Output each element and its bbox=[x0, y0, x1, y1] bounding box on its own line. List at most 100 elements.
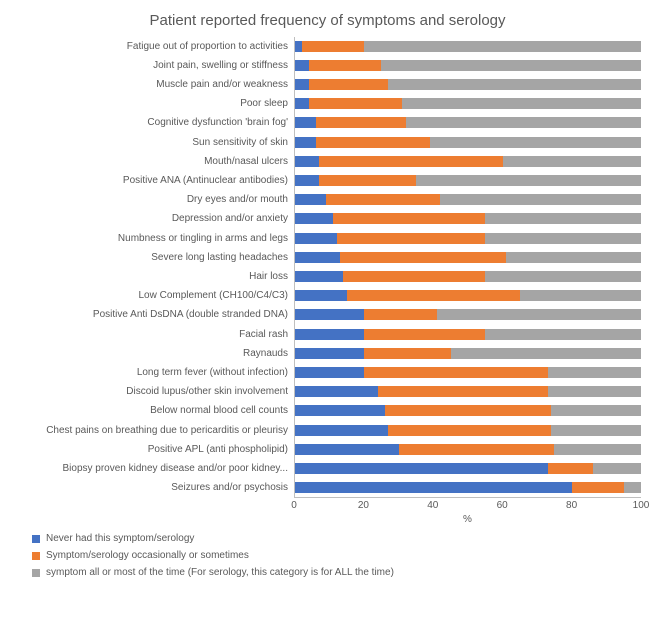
x-tick-label: 80 bbox=[566, 500, 577, 511]
bar-track bbox=[295, 271, 641, 282]
bar-segment-sometimes bbox=[340, 252, 506, 263]
bar-segment-sometimes bbox=[309, 60, 382, 71]
bar-segment-sometimes bbox=[302, 41, 364, 52]
bar-row bbox=[295, 133, 641, 151]
bar-track bbox=[295, 348, 641, 359]
bar-track bbox=[295, 386, 641, 397]
bar-segment-never bbox=[295, 60, 309, 71]
bar-segment-all bbox=[388, 79, 641, 90]
x-tick-label: 100 bbox=[633, 500, 650, 511]
bar-row bbox=[295, 75, 641, 93]
bar-segment-sometimes bbox=[364, 309, 437, 320]
category-label: Low Complement (CH100/C4/C3) bbox=[14, 287, 294, 305]
bar-row bbox=[295, 37, 641, 55]
plot-area: Fatigue out of proportion to activitiesJ… bbox=[14, 37, 641, 497]
bar-segment-never bbox=[295, 405, 385, 416]
bar-row bbox=[295, 171, 641, 189]
legend-item-sometimes: Symptom/serology occasionally or sometim… bbox=[32, 550, 641, 561]
bar-segment-never bbox=[295, 252, 340, 263]
category-label: Long term fever (without infection) bbox=[14, 363, 294, 381]
bar-segment-sometimes bbox=[388, 425, 551, 436]
bar-segment-all bbox=[430, 137, 641, 148]
category-label: Dry eyes and/or mouth bbox=[14, 191, 294, 209]
bar-row bbox=[295, 229, 641, 247]
category-label: Muscle pain and/or weakness bbox=[14, 75, 294, 93]
bar-segment-never bbox=[295, 444, 399, 455]
bar-track bbox=[295, 194, 641, 205]
bar-segment-never bbox=[295, 482, 572, 493]
bar-segment-all bbox=[416, 175, 641, 186]
category-label: Sun sensitivity of skin bbox=[14, 133, 294, 151]
category-label: Poor sleep bbox=[14, 95, 294, 113]
bar-segment-never bbox=[295, 425, 388, 436]
bar-track bbox=[295, 175, 641, 186]
bar-row bbox=[295, 383, 641, 401]
bar-segment-sometimes bbox=[385, 405, 551, 416]
bar-row bbox=[295, 306, 641, 324]
category-label: Numbness or tingling in arms and legs bbox=[14, 229, 294, 247]
bar-row bbox=[295, 459, 641, 477]
legend-item-all: symptom all or most of the time (For ser… bbox=[32, 567, 641, 578]
bar-track bbox=[295, 425, 641, 436]
bar-segment-never bbox=[295, 309, 364, 320]
bar-segment-sometimes bbox=[309, 79, 389, 90]
bar-segment-sometimes bbox=[572, 482, 624, 493]
x-tick-label: 20 bbox=[358, 500, 369, 511]
category-label: Discoid lupus/other skin involvement bbox=[14, 383, 294, 401]
legend: Never had this symptom/serology Symptom/… bbox=[32, 533, 641, 578]
bar-segment-sometimes bbox=[378, 386, 548, 397]
bar-segment-sometimes bbox=[364, 329, 485, 340]
bar-segment-sometimes bbox=[326, 194, 440, 205]
bar-segment-never bbox=[295, 213, 333, 224]
bar-row bbox=[295, 56, 641, 74]
legend-label: Symptom/serology occasionally or sometim… bbox=[46, 550, 249, 561]
bar-segment-all bbox=[503, 156, 641, 167]
bar-segment-never bbox=[295, 386, 378, 397]
bar-track bbox=[295, 41, 641, 52]
bar-segment-sometimes bbox=[343, 271, 485, 282]
bar-row bbox=[295, 421, 641, 439]
bar-segment-sometimes bbox=[347, 290, 520, 301]
bar-segment-sometimes bbox=[548, 463, 593, 474]
bar-track bbox=[295, 156, 641, 167]
category-label: Mouth/nasal ulcers bbox=[14, 152, 294, 170]
x-tick-label: 0 bbox=[291, 500, 297, 511]
bar-track bbox=[295, 79, 641, 90]
bar-segment-sometimes bbox=[333, 213, 485, 224]
legend-swatch-icon bbox=[32, 552, 40, 560]
category-label: Joint pain, swelling or stiffness bbox=[14, 56, 294, 74]
bar-track bbox=[295, 482, 641, 493]
legend-item-never: Never had this symptom/serology bbox=[32, 533, 641, 544]
bar-segment-never bbox=[295, 329, 364, 340]
bar-segment-all bbox=[485, 271, 641, 282]
bar-segment-never bbox=[295, 463, 548, 474]
bar-segment-sometimes bbox=[316, 137, 430, 148]
bar-segment-never bbox=[295, 175, 319, 186]
bar-segment-never bbox=[295, 271, 343, 282]
bar-segment-all bbox=[485, 233, 641, 244]
bar-track bbox=[295, 329, 641, 340]
bar-segment-all bbox=[451, 348, 641, 359]
bar-segment-all bbox=[485, 213, 641, 224]
bar-track bbox=[295, 405, 641, 416]
legend-label: Never had this symptom/serology bbox=[46, 533, 194, 544]
category-label: Below normal blood cell counts bbox=[14, 402, 294, 420]
bar-segment-sometimes bbox=[399, 444, 555, 455]
bar-segment-all bbox=[485, 329, 641, 340]
bars-column bbox=[295, 37, 641, 497]
bar-track bbox=[295, 290, 641, 301]
y-axis-labels: Fatigue out of proportion to activitiesJ… bbox=[14, 37, 294, 497]
bar-segment-all bbox=[364, 41, 641, 52]
bar-segment-never bbox=[295, 194, 326, 205]
bar-segment-all bbox=[624, 482, 641, 493]
bar-track bbox=[295, 117, 641, 128]
bar-segment-sometimes bbox=[319, 156, 502, 167]
bar-row bbox=[295, 210, 641, 228]
bar-track bbox=[295, 213, 641, 224]
bar-segment-all bbox=[440, 194, 641, 205]
bar-row bbox=[295, 248, 641, 266]
bar-segment-never bbox=[295, 41, 302, 52]
category-label: Depression and/or anxiety bbox=[14, 210, 294, 228]
bar-segment-sometimes bbox=[316, 117, 406, 128]
chart-title: Patient reported frequency of symptoms a… bbox=[14, 12, 641, 29]
